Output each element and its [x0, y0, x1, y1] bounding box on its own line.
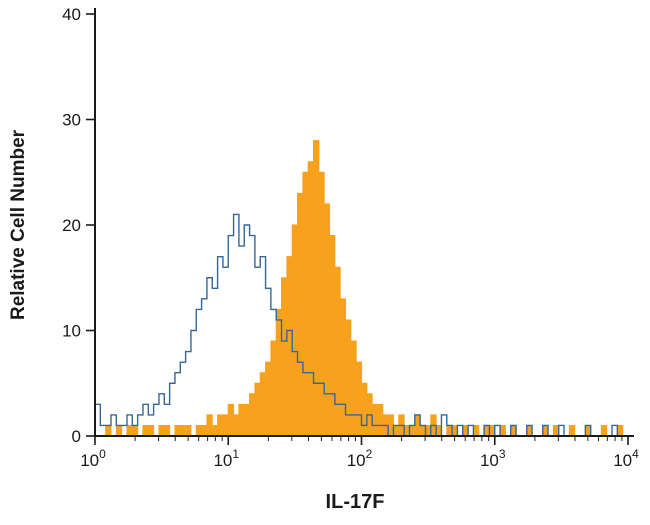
- axes-layer: 0 10 20 30 40 100 101 102 103 104: [62, 5, 639, 470]
- x-tick-label: 104: [613, 447, 639, 470]
- x-tick-label: 101: [213, 447, 239, 470]
- y-tick-label: 10: [62, 322, 81, 341]
- x-axis-title: IL-17F: [326, 491, 385, 513]
- y-tick-label: 0: [72, 427, 81, 446]
- y-tick-label: 30: [62, 111, 81, 130]
- filled-orange-histogram: [95, 140, 628, 437]
- y-tick-label: 20: [62, 216, 81, 235]
- x-tick-label: 102: [347, 447, 373, 470]
- y-axis-title: Relative Cell Number: [8, 129, 29, 320]
- series-layer: [94, 140, 628, 437]
- x-tick-label: 100: [80, 447, 106, 470]
- y-tick-label: 40: [62, 5, 81, 24]
- x-tick-label: 103: [480, 447, 506, 470]
